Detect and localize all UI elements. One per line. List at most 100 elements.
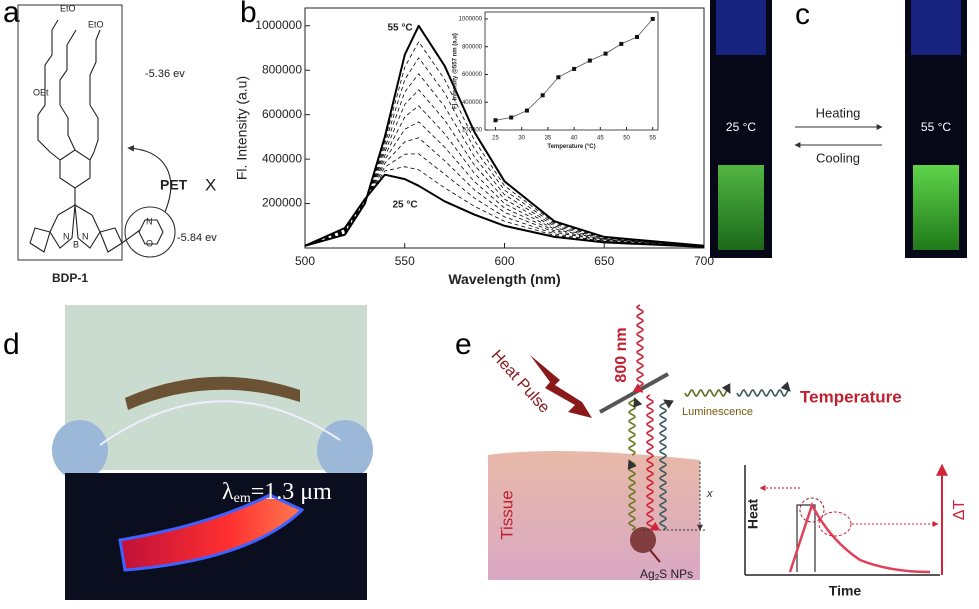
- glove: [52, 420, 108, 480]
- particles-sub: 2: [655, 573, 660, 582]
- temperature-trace: [788, 501, 931, 574]
- panel-label: d: [3, 328, 20, 361]
- group-label: EtO: [88, 19, 104, 29]
- data-point: [524, 108, 529, 113]
- light-wave: [628, 397, 643, 456]
- x-tick-label: 550: [395, 254, 415, 268]
- data-point: [509, 115, 514, 120]
- pet-label: PET: [160, 177, 188, 193]
- morpholine: [138, 219, 164, 245]
- x-tick-label: 35: [545, 136, 552, 142]
- particles: Ag: [640, 567, 655, 581]
- output-label: Temperature: [800, 387, 902, 406]
- molecule-name: BDP-1: [52, 271, 88, 285]
- vial-cap: [716, 0, 766, 55]
- molecule-box: [17, 4, 123, 261]
- peak-circle: [799, 497, 825, 523]
- time-axis-label: Time: [829, 583, 862, 599]
- light-wave: [684, 383, 731, 397]
- emitting-film: [118, 493, 305, 572]
- energy-level: -5.84 ev: [177, 232, 217, 244]
- y-tick-label: 200000: [262, 196, 302, 210]
- panel-e: Heat Pulse 800 nm Luminescence Temperatu…: [488, 304, 968, 599]
- panel-label: e: [455, 328, 472, 361]
- x-axis-label: Wavelength (nm): [448, 271, 560, 287]
- x-tick-label: 45: [597, 136, 604, 142]
- y-tick-label: 600000: [262, 107, 302, 121]
- luminescence-label: Luminescence: [682, 406, 753, 418]
- x-tick-label: 40: [571, 136, 578, 142]
- panel-label: c: [795, 0, 810, 31]
- x-tick-label: 500: [295, 254, 315, 268]
- pet-arrow: [127, 145, 172, 213]
- bodipy-core: [29, 203, 141, 253]
- panel-label: a: [3, 0, 20, 29]
- light-wave: [736, 381, 791, 397]
- tissue: [488, 451, 700, 580]
- group-label: EtO: [60, 3, 76, 13]
- atom-label: N: [146, 216, 153, 226]
- atom-label: N: [63, 231, 70, 241]
- subscript: em: [234, 491, 251, 506]
- x-tick-label: 600: [494, 254, 514, 268]
- ether-chains: [37, 19, 101, 153]
- benzene-ring: [49, 149, 95, 205]
- decay-circle: [818, 511, 852, 537]
- symbol: λ: [222, 479, 234, 505]
- atom-label: N: [82, 231, 89, 241]
- y-tick-label: 400000: [462, 100, 483, 106]
- data-point: [540, 93, 545, 98]
- x-axis-label: Temperature (°C): [547, 144, 595, 150]
- x-tick-label: 50: [623, 136, 630, 142]
- data-point: [635, 34, 640, 39]
- y-tick-label: 1000000: [459, 17, 483, 23]
- y-tick-label: 400000: [262, 151, 302, 165]
- light-wave: [627, 459, 637, 531]
- panel-a-text: OEt EtO EtO N B N N O -5.36 ev -5.84 ev …: [33, 3, 217, 285]
- nanoparticles: [630, 527, 656, 553]
- vial-liquid: [718, 165, 764, 250]
- panel-d: λem=1.3 μm: [52, 305, 373, 600]
- vial-cap: [911, 0, 961, 55]
- temperature-label: 55 °C: [921, 120, 951, 134]
- donor-circle: [124, 206, 176, 258]
- heat-pulse-arrow: [530, 355, 592, 418]
- particles-rest: S NPs: [659, 567, 693, 581]
- atom-label: O: [146, 238, 153, 248]
- film: [125, 376, 300, 410]
- annotation: 25 °C: [392, 200, 417, 211]
- temperature-label: 25 °C: [726, 120, 756, 134]
- substrate: [99, 400, 341, 446]
- y-axis-label: Fl. Intensity (a.u): [234, 76, 250, 180]
- process-label: Cooling: [816, 150, 860, 165]
- light-wave: [659, 399, 674, 531]
- vial-liquid: [913, 165, 959, 250]
- x-tick-label: 55: [649, 136, 656, 142]
- series-line: [304, 24, 705, 247]
- annotation: 55 °C: [387, 23, 412, 34]
- mirror: [599, 372, 669, 414]
- np-pointer: [649, 549, 661, 563]
- light-wave: [646, 394, 660, 531]
- y-tick-label: 800000: [462, 44, 483, 50]
- light-wave: [632, 304, 644, 393]
- y-tick-label: 200000: [462, 128, 483, 134]
- x-tick-label: 700: [694, 254, 714, 268]
- heat-axis-label: Heat: [745, 498, 761, 529]
- panel-a: [17, 4, 176, 261]
- y-tick-label: 1000000: [255, 18, 302, 32]
- value: =1.3 μm: [251, 479, 332, 505]
- data-point: [556, 75, 561, 80]
- plot-frame: [484, 11, 659, 131]
- tissue-label: Tissue: [497, 490, 516, 539]
- data-point: [572, 66, 577, 71]
- process-label: Heating: [816, 105, 861, 120]
- x-tick-label: 650: [594, 254, 614, 268]
- panel-c: 25 °C 55 °C Heating Cooling: [710, 0, 967, 258]
- particles-label: Ag2S NPs: [640, 567, 693, 582]
- depth-label: x: [706, 488, 713, 500]
- atom-label: B: [73, 239, 79, 249]
- data-point: [587, 58, 592, 63]
- y-axis-label: Fl. Intensity @557 nm (a.u): [453, 33, 459, 109]
